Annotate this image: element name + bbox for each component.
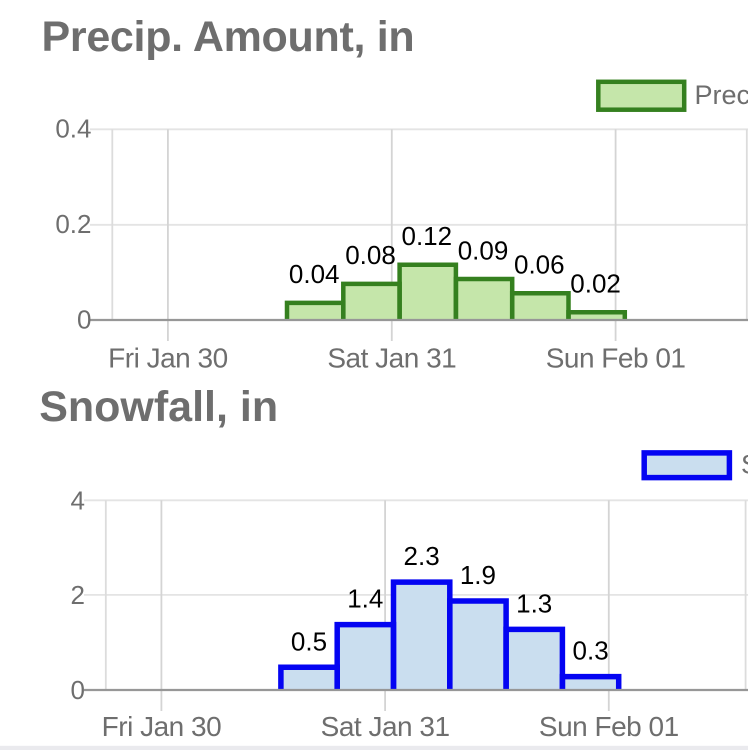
svg-text:Snow Depth: Snow Depth	[741, 450, 748, 480]
svg-text:0.09: 0.09	[458, 235, 509, 265]
svg-text:0.08: 0.08	[345, 240, 396, 270]
svg-text:0: 0	[77, 305, 91, 335]
svg-text:0.02: 0.02	[570, 269, 621, 299]
svg-text:Sun Feb 01: Sun Feb 01	[546, 342, 686, 373]
svg-text:Sat Jan 31: Sat Jan 31	[321, 711, 450, 742]
svg-text:1.9: 1.9	[460, 560, 496, 590]
svg-text:2: 2	[71, 580, 85, 610]
svg-text:Snowfall, in: Snowfall, in	[39, 383, 278, 431]
svg-text:Fri Jan 30: Fri Jan 30	[102, 711, 222, 742]
svg-text:0.5: 0.5	[291, 626, 327, 656]
svg-text:0: 0	[71, 675, 85, 705]
svg-text:2.3: 2.3	[404, 541, 440, 571]
svg-text:1.4: 1.4	[347, 584, 383, 614]
svg-text:Fri Jan 30: Fri Jan 30	[108, 342, 228, 373]
svg-text:4: 4	[71, 485, 85, 515]
svg-text:0.12: 0.12	[401, 221, 452, 251]
svg-text:Precip Amount: Precip Amount	[695, 80, 748, 110]
svg-text:0.2: 0.2	[55, 209, 91, 239]
svg-text:0.3: 0.3	[573, 636, 609, 666]
svg-text:Precip. Amount, in: Precip. Amount, in	[42, 13, 415, 61]
svg-text:1.3: 1.3	[516, 589, 552, 619]
svg-text:Sun Feb 01: Sun Feb 01	[539, 711, 679, 742]
svg-text:0.4: 0.4	[55, 114, 91, 144]
svg-text:Sat Jan 31: Sat Jan 31	[327, 342, 456, 373]
svg-text:0.06: 0.06	[514, 250, 565, 280]
svg-text:0.04: 0.04	[289, 259, 340, 289]
